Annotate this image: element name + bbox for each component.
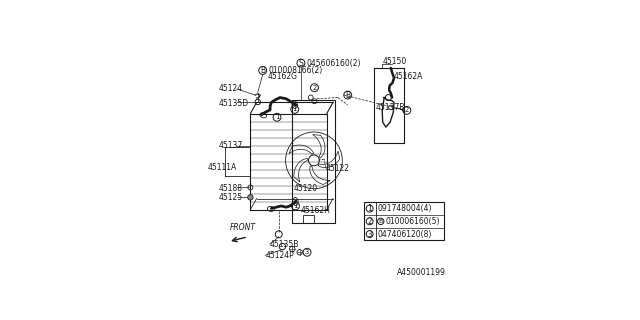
- Text: 010008166(2): 010008166(2): [268, 66, 323, 75]
- Text: 2: 2: [404, 107, 409, 113]
- Text: 1: 1: [275, 114, 279, 120]
- Text: 1: 1: [293, 203, 298, 209]
- Text: 45150: 45150: [382, 57, 406, 66]
- Text: 45111A: 45111A: [207, 163, 237, 172]
- Text: 091748004(4): 091748004(4): [378, 204, 432, 213]
- Text: 45137: 45137: [218, 141, 243, 150]
- Text: 45122: 45122: [326, 164, 349, 173]
- Text: 45125: 45125: [218, 193, 243, 202]
- Text: 45124: 45124: [218, 84, 243, 93]
- Text: 45162A: 45162A: [394, 72, 422, 81]
- Text: 3: 3: [367, 229, 372, 239]
- Text: 45162G: 45162G: [268, 72, 298, 81]
- Text: 1: 1: [367, 204, 372, 213]
- Circle shape: [248, 195, 253, 200]
- Text: 45137B: 45137B: [376, 103, 405, 112]
- Text: 1: 1: [292, 106, 297, 112]
- Text: 3: 3: [305, 249, 309, 255]
- Text: 2: 2: [312, 85, 317, 91]
- Text: 45124P: 45124P: [265, 251, 294, 260]
- Text: B: B: [260, 66, 265, 75]
- Bar: [364, 202, 444, 240]
- Text: 45135B: 45135B: [270, 240, 300, 249]
- Bar: [292, 100, 335, 223]
- Text: B: B: [345, 91, 350, 100]
- Text: 45120: 45120: [294, 184, 317, 193]
- Text: B: B: [379, 219, 383, 224]
- Text: 047406120(8): 047406120(8): [378, 229, 431, 239]
- Text: S: S: [298, 59, 303, 68]
- Text: 45162H: 45162H: [301, 206, 331, 215]
- Text: 45188: 45188: [218, 184, 243, 193]
- Text: FRONT: FRONT: [230, 223, 256, 232]
- Text: 45135D: 45135D: [218, 99, 248, 108]
- Text: A450001199: A450001199: [397, 268, 446, 277]
- Text: 045606160(2): 045606160(2): [307, 59, 361, 68]
- Text: 010006160(5): 010006160(5): [385, 217, 440, 226]
- Text: 2: 2: [367, 217, 372, 226]
- Bar: [303, 215, 314, 223]
